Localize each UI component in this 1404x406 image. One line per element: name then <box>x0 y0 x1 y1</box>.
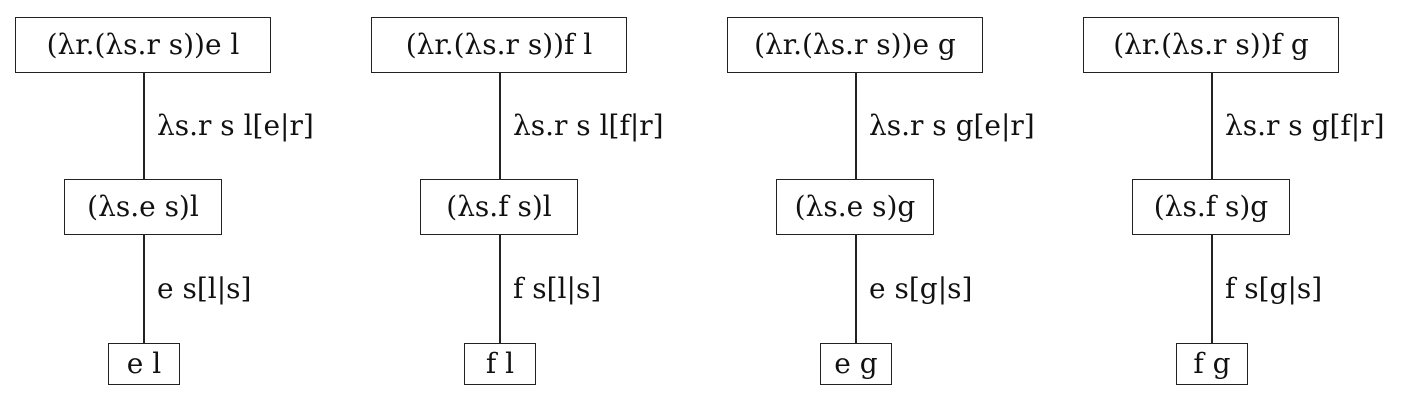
mid-node: (λs.f s)l <box>420 179 578 235</box>
mid-node: (λs.e s)l <box>64 179 222 235</box>
leaf-node: e l <box>108 343 180 385</box>
root-term: (λr.(λs.r s))f l <box>405 28 593 61</box>
edge-root-to-mid <box>499 73 501 179</box>
edge-label-1: λs.r s l[f|r] <box>513 109 664 142</box>
edge-label-1: λs.r s g[f|r] <box>1225 109 1385 142</box>
edge-root-to-mid <box>855 73 857 179</box>
mid-term: (λs.f s)l <box>446 190 552 223</box>
edge-label-2: f s[g|s] <box>1225 272 1323 305</box>
edge-mid-to-leaf <box>1211 235 1213 343</box>
leaf-term: e g <box>834 347 878 380</box>
mid-term: (λs.e s)g <box>794 190 916 223</box>
leaf-term: e l <box>126 347 162 380</box>
leaf-node: e g <box>820 343 892 385</box>
edge-mid-to-leaf <box>143 235 145 343</box>
edge-label-2: e s[g|s] <box>869 272 973 305</box>
edge-label-2: e s[l|s] <box>157 272 252 305</box>
mid-node: (λs.f s)g <box>1132 179 1290 235</box>
root-term: (λr.(λs.r s))e g <box>754 28 956 61</box>
root-node: (λr.(λs.r s))e g <box>727 17 983 73</box>
root-term: (λr.(λs.r s))f g <box>1113 28 1309 61</box>
leaf-term: f g <box>1193 347 1231 380</box>
derivation-tree-2: (λr.(λs.r s))f l λs.r s l[f|r] (λs.f s)l… <box>356 0 707 406</box>
mid-term: (λs.f s)g <box>1153 190 1269 223</box>
edge-label-1: λs.r s g[e|r] <box>869 109 1035 142</box>
edge-label-2: f s[l|s] <box>513 272 602 305</box>
root-node: (λr.(λs.r s))e l <box>15 17 271 73</box>
derivation-tree-4: (λr.(λs.r s))f g λs.r s g[f|r] (λs.f s)g… <box>1068 0 1404 406</box>
derivation-tree-3: (λr.(λs.r s))e g λs.r s g[e|r] (λs.e s)g… <box>712 0 1063 406</box>
edge-mid-to-leaf <box>855 235 857 343</box>
root-node: (λr.(λs.r s))f g <box>1083 17 1339 73</box>
leaf-term: f l <box>485 347 515 380</box>
derivation-tree-1: (λr.(λs.r s))e l λs.r s l[e|r] (λs.e s)l… <box>0 0 351 406</box>
root-term: (λr.(λs.r s))e l <box>46 28 240 61</box>
edge-root-to-mid <box>1211 73 1213 179</box>
mid-term: (λs.e s)l <box>87 190 199 223</box>
edge-label-1: λs.r s l[e|r] <box>157 109 314 142</box>
leaf-node: f l <box>464 343 536 385</box>
edge-mid-to-leaf <box>499 235 501 343</box>
leaf-node: f g <box>1176 343 1248 385</box>
mid-node: (λs.e s)g <box>776 179 934 235</box>
edge-root-to-mid <box>143 73 145 179</box>
root-node: (λr.(λs.r s))f l <box>371 17 627 73</box>
